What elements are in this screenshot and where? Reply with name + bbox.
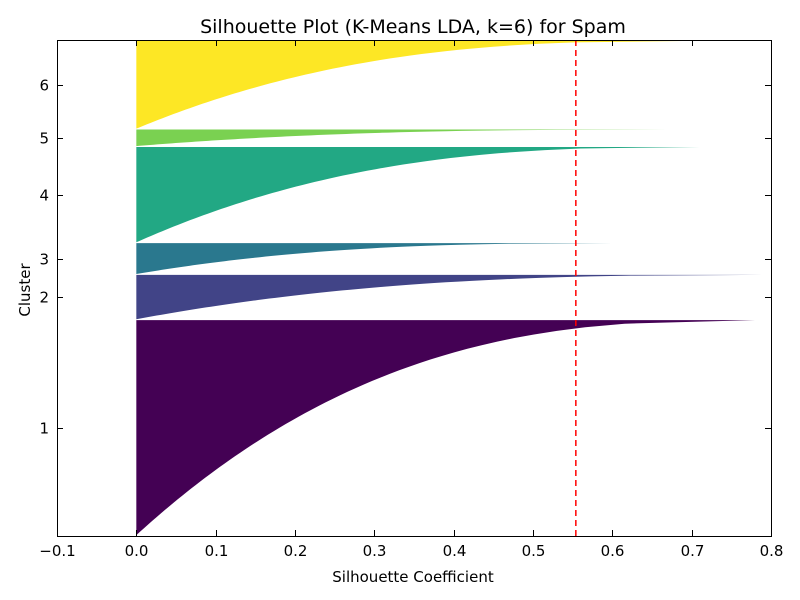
x-axis: −0.1 0.0 0.1 0.2 0.3 0.4 0.5 0.6 0.7 0.8 (39, 40, 783, 560)
plot-area (136, 40, 764, 536)
y-axis: 1 2 3 4 5 6 (39, 77, 771, 438)
y-tick-label: 4 (39, 187, 49, 205)
x-tick-label: −0.1 (39, 542, 75, 560)
silhouette-band-3 (136, 243, 613, 275)
y-axis-label: Cluster (16, 263, 34, 317)
y-tick-label: 2 (39, 289, 49, 307)
x-axis-label: Silhouette Coefficient (332, 568, 494, 586)
silhouette-band-6 (136, 40, 692, 129)
silhouette-band-2 (136, 274, 764, 320)
x-tick-label: 0.3 (363, 542, 387, 560)
x-tick-label: 0.4 (443, 542, 467, 560)
x-tick-label: 0.7 (681, 542, 705, 560)
x-tick-label: 0.0 (125, 542, 149, 560)
axes-frame (57, 40, 772, 537)
x-tick-label: 0.8 (760, 542, 784, 560)
silhouette-band-4 (136, 146, 700, 243)
y-tick-label: 3 (39, 251, 49, 269)
chart-title: Silhouette Plot (K-Means LDA, k=6) for S… (200, 16, 626, 38)
y-tick-label: 1 (39, 420, 49, 438)
silhouette-band-5 (136, 129, 668, 147)
y-tick-label: 5 (39, 130, 49, 148)
y-tick-label: 6 (39, 77, 49, 95)
x-tick-label: 0.5 (522, 542, 546, 560)
x-tick-label: 0.1 (205, 542, 229, 560)
x-tick-label: 0.6 (601, 542, 625, 560)
silhouette-band-1 (136, 320, 756, 536)
x-tick-label: 0.2 (284, 542, 308, 560)
